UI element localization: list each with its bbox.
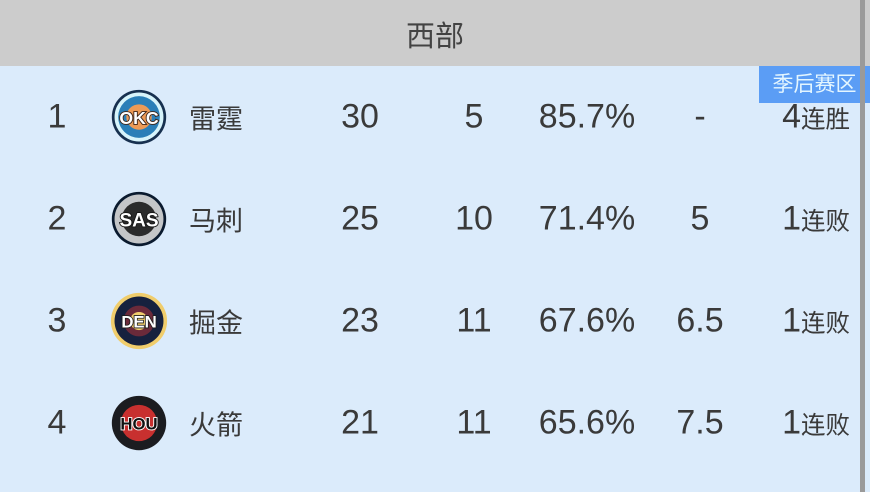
svg-text:DEN: DEN <box>121 312 156 331</box>
svg-text:OKC: OKC <box>119 108 158 128</box>
svg-text:SAS: SAS <box>119 210 158 231</box>
svg-text:HOU: HOU <box>120 414 157 433</box>
